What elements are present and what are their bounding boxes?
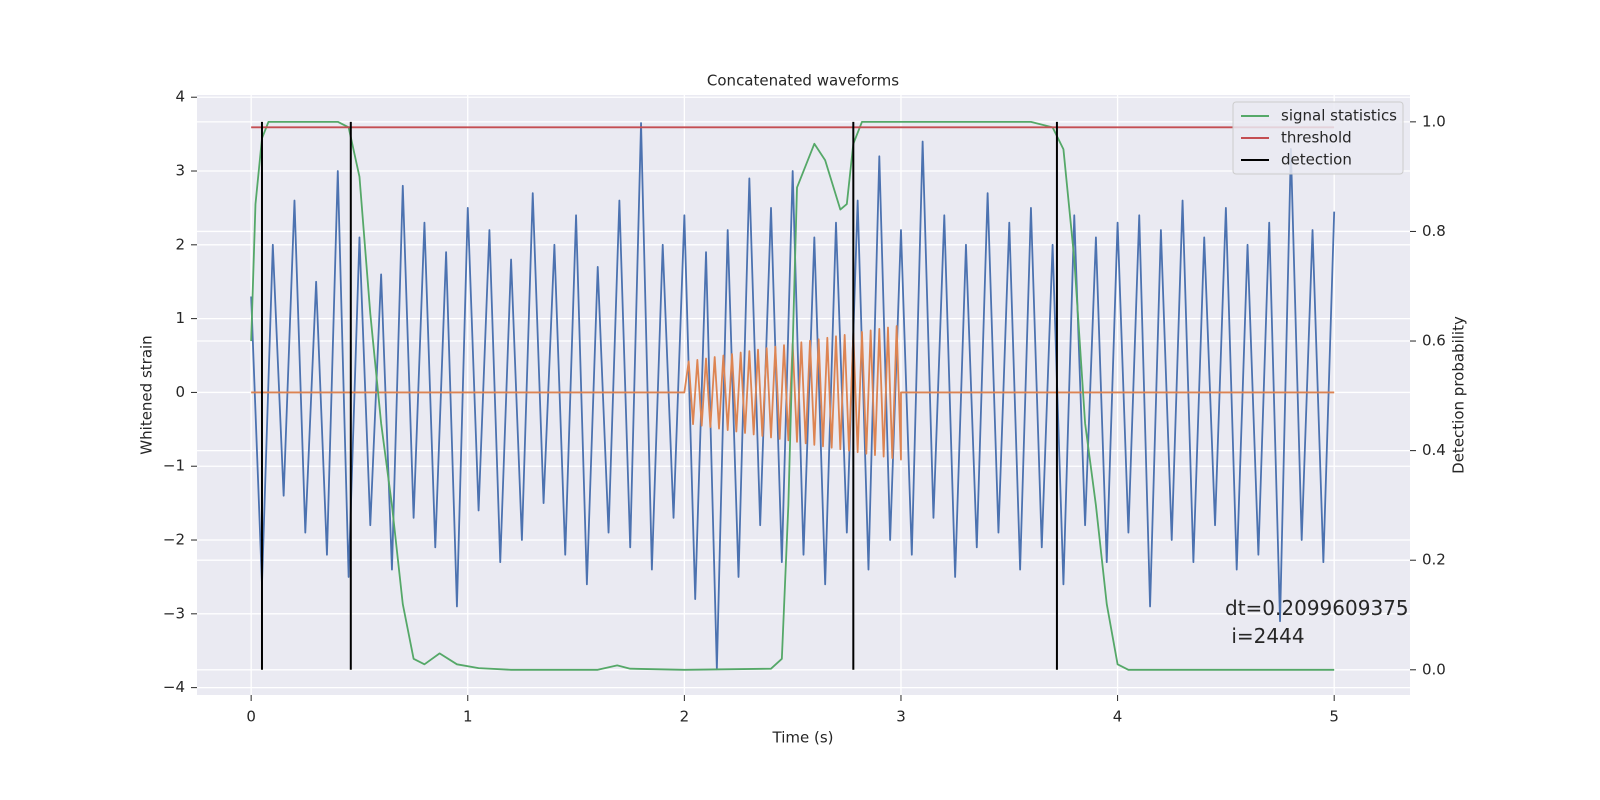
y-tick-label: −2 — [163, 531, 185, 549]
x-tick-label: 4 — [1113, 708, 1123, 726]
y2-tick-label: 0.2 — [1422, 551, 1446, 569]
y-tick-label: 4 — [175, 88, 185, 106]
y-tick-label: −3 — [163, 604, 185, 622]
y-tick-label: −4 — [163, 678, 185, 696]
legend-label: detection — [1281, 151, 1352, 169]
series-line — [250, 120, 1335, 671]
x-tick-label: 0 — [246, 708, 256, 726]
x-tick-label: 1 — [463, 708, 473, 726]
x-tick-label: 5 — [1329, 708, 1339, 726]
y-axis-label: Whitened strain — [138, 335, 156, 454]
legend-box — [1232, 101, 1404, 175]
series-line — [250, 122, 1336, 671]
x-tick-label: 3 — [896, 708, 906, 726]
y-tick-label: 0 — [175, 383, 185, 401]
x-axis-label: Time (s) — [772, 729, 834, 747]
y-tick-label: 2 — [175, 235, 185, 253]
y-tick-label: 3 — [175, 162, 185, 180]
annotation: dt=0.2099609375 i=2444 — [1225, 596, 1409, 648]
chart-title: Concatenated waveforms — [707, 72, 899, 90]
y-tick-label: 1 — [175, 309, 185, 327]
x-tick-label: 2 — [680, 708, 690, 726]
y2-tick-label: 0.0 — [1422, 660, 1446, 678]
y2-tick-label: 0.6 — [1422, 332, 1446, 350]
y2-tick-label: 0.8 — [1422, 222, 1446, 240]
y-tick-label: −1 — [163, 457, 185, 475]
legend-label: signal statistics — [1281, 107, 1397, 125]
legend-label: threshold — [1281, 129, 1352, 147]
series-line — [251, 325, 1335, 461]
y2-tick-label: 1.0 — [1422, 112, 1446, 130]
y2-tick-label: 0.4 — [1422, 441, 1446, 459]
y2-axis-label: Detection probability — [1450, 316, 1468, 474]
